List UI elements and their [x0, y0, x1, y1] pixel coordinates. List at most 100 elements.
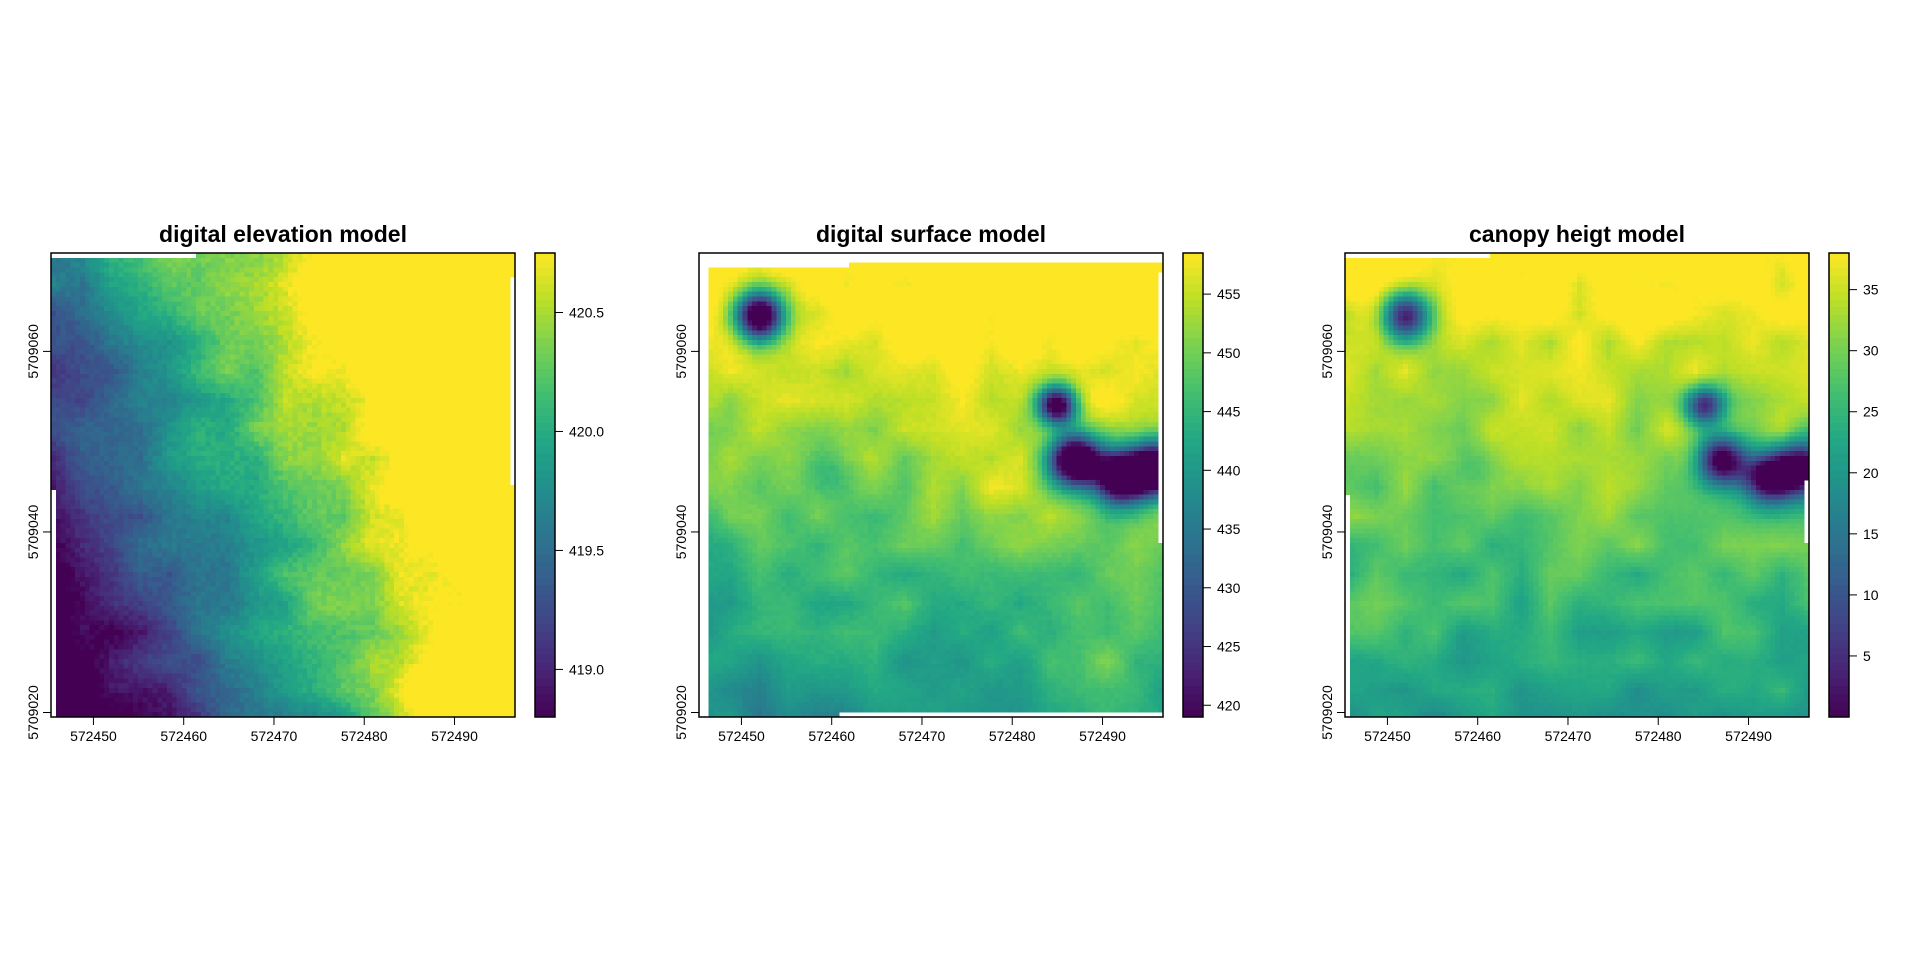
raster-cell [307, 504, 313, 510]
raster-cell [292, 349, 298, 355]
raster-cell [273, 504, 279, 510]
raster-cell [60, 422, 66, 428]
raster-cell [312, 311, 318, 317]
raster-cell [500, 431, 506, 438]
raster-cell [403, 378, 410, 384]
raster-cell [481, 485, 487, 491]
raster-cell [109, 306, 115, 312]
raster-cell [447, 417, 453, 423]
raster-cell [273, 388, 279, 394]
raster-cell [495, 311, 501, 317]
raster-cell [118, 272, 124, 278]
raster-cell [123, 325, 129, 331]
raster-cell [167, 441, 173, 447]
raster-cell [157, 267, 163, 273]
raster-cell [55, 257, 62, 264]
raster-cell [210, 378, 216, 384]
raster-cell [495, 398, 501, 404]
raster-cell [428, 460, 434, 467]
raster-cell [495, 383, 501, 389]
raster-cell [113, 456, 120, 462]
raster-cell [133, 383, 139, 389]
raster-cell [350, 272, 356, 278]
raster-cell [128, 402, 134, 409]
raster-cell [123, 373, 129, 380]
raster-cell [331, 335, 337, 341]
raster-cell [379, 402, 385, 409]
raster-cell [118, 407, 124, 413]
raster-cell [486, 277, 492, 283]
raster-cell [505, 451, 511, 457]
raster-cell [481, 257, 487, 264]
raster-cell [75, 499, 81, 505]
raster-cell [471, 393, 477, 399]
raster-cell [99, 301, 105, 307]
raster-cell [379, 504, 385, 510]
raster-cell [176, 301, 182, 307]
raster-cell [490, 291, 497, 297]
raster-cell [200, 330, 207, 336]
raster-cell [123, 407, 129, 413]
raster-cell [65, 354, 71, 360]
raster-cell [94, 296, 100, 302]
raster-cell [225, 253, 231, 259]
raster-cell [437, 349, 443, 355]
raster-cell [374, 340, 381, 346]
raster-cell [268, 451, 274, 457]
raster-cell [413, 253, 419, 259]
raster-cell [312, 470, 318, 476]
raster-cell [336, 325, 342, 331]
raster-cell [408, 499, 414, 505]
raster-cell [171, 441, 178, 447]
raster-cell [113, 306, 120, 312]
raster-cell [350, 402, 356, 409]
raster-cell [278, 402, 284, 409]
raster-cell [461, 267, 468, 273]
raster-cell [60, 378, 66, 384]
raster-cell [437, 262, 443, 268]
raster-cell [476, 436, 482, 442]
raster-cell [490, 253, 497, 259]
raster-cell [428, 494, 434, 500]
raster-cell [138, 402, 144, 409]
raster-cell [307, 267, 313, 273]
raster-cell [432, 465, 439, 471]
raster-cell [80, 393, 86, 399]
raster-cell [399, 383, 405, 389]
raster-cell [345, 446, 352, 452]
raster-cell [205, 311, 211, 317]
raster-cell [113, 330, 120, 336]
raster-cell [99, 340, 105, 346]
raster-cell [55, 267, 62, 273]
raster-cell [118, 436, 124, 442]
raster-cell [104, 383, 110, 389]
raster-cell [341, 402, 347, 409]
raster-cell [374, 282, 381, 288]
raster-cell [486, 441, 492, 447]
raster-cell [51, 412, 57, 418]
raster-cell [336, 369, 342, 375]
raster-cell [142, 291, 149, 297]
raster-cell [89, 431, 95, 438]
raster-cell [215, 499, 221, 505]
raster-cell [181, 354, 187, 360]
raster-cell [432, 504, 439, 510]
raster-cell [471, 349, 477, 355]
raster-cell [234, 465, 240, 471]
raster-cell [326, 354, 332, 360]
raster-cell [490, 282, 497, 288]
raster-cell [278, 465, 284, 471]
raster-cell [196, 494, 202, 500]
raster-cell [447, 282, 453, 288]
raster-cell [118, 286, 124, 293]
raster-cell [210, 417, 216, 423]
raster-cell [84, 315, 91, 322]
raster-cell [70, 407, 76, 413]
raster-cell [258, 485, 265, 491]
raster-cell [413, 451, 419, 457]
raster-cell [331, 499, 337, 505]
raster-cell [418, 311, 424, 317]
raster-cell [466, 451, 472, 457]
raster-cell [403, 272, 410, 278]
raster-cell [389, 480, 395, 486]
